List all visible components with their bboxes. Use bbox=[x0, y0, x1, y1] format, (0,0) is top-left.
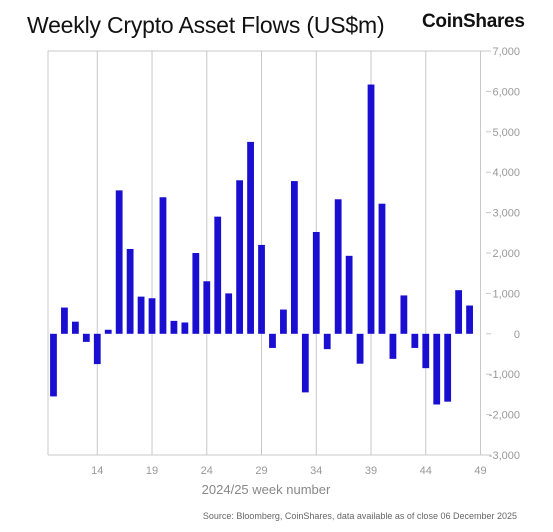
x-tick-label: 19 bbox=[146, 465, 158, 477]
bar-week-11 bbox=[61, 307, 68, 334]
x-tick-label: 34 bbox=[310, 465, 322, 477]
bar-week-41 bbox=[389, 333, 397, 359]
bar-week-28 bbox=[247, 141, 254, 334]
bar-week-43 bbox=[411, 333, 419, 348]
y-tick-label: 3,000 bbox=[492, 208, 520, 220]
bar-week-14 bbox=[93, 333, 101, 365]
y-tick-label: 0 bbox=[514, 329, 520, 341]
y-tick-label: 5,000 bbox=[492, 127, 520, 139]
bar-week-45 bbox=[433, 333, 441, 405]
bar-week-30 bbox=[269, 333, 276, 348]
brand-logo: CoinShares bbox=[422, 11, 525, 32]
x-tick-label: 49 bbox=[474, 465, 486, 477]
bar-week-17 bbox=[126, 248, 134, 334]
bar-week-48 bbox=[466, 305, 473, 334]
bar-week-24 bbox=[203, 281, 211, 334]
bar-week-37 bbox=[345, 255, 353, 334]
x-tick-label: 44 bbox=[420, 465, 432, 477]
bar-week-26 bbox=[225, 293, 233, 334]
bar-week-46 bbox=[444, 333, 452, 402]
chart-title: Weekly Crypto Asset Flows (US$m) bbox=[27, 12, 385, 38]
bar-week-42 bbox=[400, 295, 408, 334]
bar-week-12 bbox=[71, 321, 79, 334]
bar-week-31 bbox=[280, 309, 287, 334]
bar-week-32 bbox=[290, 181, 298, 334]
y-tick-label: -3,000 bbox=[489, 450, 520, 462]
bar-week-44 bbox=[422, 333, 430, 369]
y-tick-label: 1,000 bbox=[492, 288, 520, 300]
bar-week-10 bbox=[50, 333, 57, 397]
bar-week-38 bbox=[356, 333, 364, 364]
bar-week-36 bbox=[334, 199, 342, 334]
y-tick-label: 6,000 bbox=[492, 86, 520, 98]
x-tick-label: 39 bbox=[365, 465, 377, 477]
bar-week-13 bbox=[82, 333, 90, 342]
bar-week-40 bbox=[378, 203, 386, 334]
bar-week-34 bbox=[312, 231, 320, 334]
y-tick-label: 2,000 bbox=[492, 248, 520, 260]
bar-week-19 bbox=[148, 298, 156, 334]
x-tick-label: 29 bbox=[255, 465, 267, 477]
bar-week-47 bbox=[455, 290, 463, 334]
y-tick-label: -1,000 bbox=[489, 369, 520, 381]
bar-week-15 bbox=[104, 329, 112, 334]
source-note: Source: Bloomberg, CoinShares, data avai… bbox=[202, 511, 517, 521]
bar-week-25 bbox=[214, 216, 222, 334]
y-tick-label: 7,000 bbox=[492, 46, 520, 58]
bar-week-18 bbox=[137, 296, 145, 334]
y-tick-label: -2,000 bbox=[489, 410, 520, 422]
x-tick-label: 24 bbox=[201, 465, 213, 477]
bar-week-35 bbox=[323, 333, 331, 350]
x-tick-label: 14 bbox=[91, 465, 103, 477]
y-tick-label: 4,000 bbox=[492, 167, 520, 179]
bar-week-22 bbox=[181, 322, 189, 334]
x-axis-title: 2024/25 week number bbox=[202, 482, 331, 497]
bar-week-39 bbox=[367, 84, 375, 334]
bar-week-27 bbox=[236, 180, 244, 334]
bar-week-20 bbox=[159, 197, 167, 334]
bar-week-16 bbox=[115, 190, 123, 334]
bar-week-21 bbox=[170, 320, 178, 334]
bar-week-23 bbox=[192, 253, 200, 334]
bar-week-33 bbox=[301, 333, 309, 393]
bar-week-29 bbox=[258, 244, 265, 334]
